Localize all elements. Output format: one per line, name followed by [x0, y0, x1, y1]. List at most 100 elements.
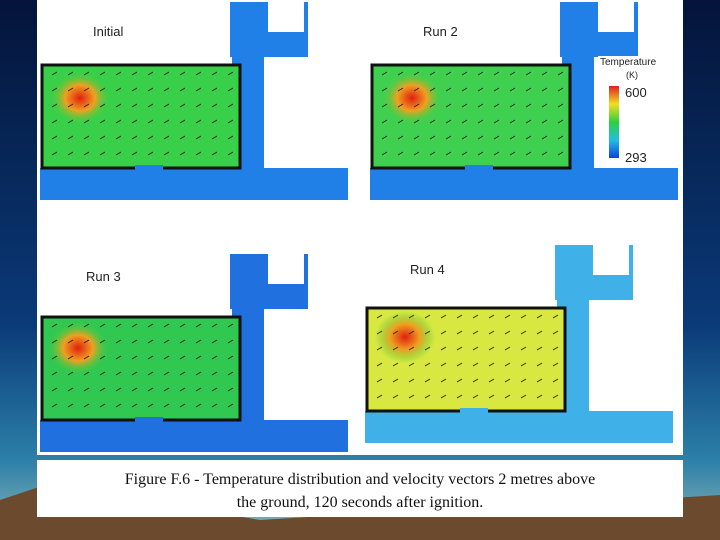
velocity-vector: [429, 151, 436, 156]
velocity-vector: [211, 71, 218, 76]
velocity-vector: [115, 339, 122, 344]
velocity-vector: [461, 151, 468, 156]
velocity-vector: [51, 403, 58, 408]
velocity-vector: [179, 151, 186, 156]
velocity-vector: [99, 135, 106, 140]
velocity-vector: [67, 151, 74, 156]
velocity-vector: [163, 103, 170, 108]
velocity-vector: [525, 87, 532, 92]
velocity-vector: [424, 330, 431, 335]
velocity-vector: [413, 119, 420, 124]
velocity-vector: [440, 314, 447, 319]
velocity-vector: [525, 135, 532, 140]
velocity-vector: [179, 135, 186, 140]
velocity-vector: [509, 71, 516, 76]
velocity-vector: [376, 346, 383, 351]
velocity-vector: [525, 119, 532, 124]
velocity-vector: [67, 135, 74, 140]
velocity-vector: [99, 339, 106, 344]
velocity-vector: [397, 103, 404, 108]
velocity-vector: [131, 355, 138, 360]
velocity-vector: [179, 87, 186, 92]
bottom-corridor: [365, 411, 673, 443]
velocity-vector: [115, 119, 122, 124]
velocity-vector: [440, 394, 447, 399]
velocity-vector: [227, 339, 234, 344]
velocity-vector: [83, 387, 90, 392]
velocity-vector: [488, 394, 495, 399]
velocity-vector: [51, 103, 58, 108]
velocity-vector: [408, 314, 415, 319]
velocity-vector: [424, 394, 431, 399]
bottom-corridor: [370, 168, 678, 200]
velocity-vector: [552, 394, 559, 399]
velocity-vector: [408, 378, 415, 383]
caption: the ground, 120 seconds after ignition.: [237, 494, 484, 511]
caption: Figure F.6 - Temperature distribution an…: [125, 471, 596, 488]
velocity-vector: [413, 151, 420, 156]
velocity-vector: [541, 119, 548, 124]
velocity-vector: [536, 362, 543, 367]
velocity-vector: [67, 323, 74, 328]
velocity-vector: [429, 103, 436, 108]
velocity-vector: [493, 119, 500, 124]
bottom-corridor: [40, 420, 348, 452]
velocity-vector: [520, 330, 527, 335]
velocity-vector: [509, 119, 516, 124]
velocity-vector: [445, 71, 452, 76]
velocity-vector: [179, 355, 186, 360]
velocity-vector: [179, 103, 186, 108]
velocity-vector: [163, 339, 170, 344]
velocity-vector: [445, 119, 452, 124]
velocity-vector: [520, 314, 527, 319]
velocity-vector: [99, 151, 106, 156]
velocity-vector: [493, 151, 500, 156]
velocity-vector: [536, 346, 543, 351]
velocity-vector: [67, 403, 74, 408]
velocity-vector: [456, 330, 463, 335]
velocity-vector: [541, 87, 548, 92]
velocity-vector: [445, 151, 452, 156]
velocity-vector: [552, 378, 559, 383]
velocity-vector: [472, 394, 479, 399]
velocity-vector: [541, 151, 548, 156]
velocity-vector: [179, 387, 186, 392]
velocity-vector: [424, 378, 431, 383]
floor-duct: [135, 165, 163, 200]
velocity-vector: [83, 135, 90, 140]
colorbar-unit: (K): [626, 70, 638, 80]
velocity-vector: [445, 103, 452, 108]
velocity-vector: [99, 323, 106, 328]
velocity-vector: [99, 119, 106, 124]
velocity-vector: [147, 87, 154, 92]
velocity-vector: [520, 362, 527, 367]
velocity-vector: [115, 135, 122, 140]
velocity-vector: [211, 135, 218, 140]
velocity-vector: [520, 394, 527, 399]
velocity-vector: [557, 87, 564, 92]
velocity-vector: [115, 371, 122, 376]
velocity-vector: [509, 103, 516, 108]
velocity-vector: [413, 71, 420, 76]
velocity-vector: [227, 403, 234, 408]
floor-duct: [460, 408, 488, 443]
velocity-vector: [147, 387, 154, 392]
velocity-vector: [83, 371, 90, 376]
top-box-hole: [598, 2, 634, 32]
velocity-vector: [488, 346, 495, 351]
velocity-vector: [83, 323, 90, 328]
velocity-vector: [392, 330, 399, 335]
velocity-vector: [477, 103, 484, 108]
velocity-vector: [541, 135, 548, 140]
velocity-vector: [509, 151, 516, 156]
velocity-vector: [115, 71, 122, 76]
velocity-vector: [147, 371, 154, 376]
velocity-vector: [456, 394, 463, 399]
velocity-vector: [179, 371, 186, 376]
velocity-vector: [504, 378, 511, 383]
velocity-vector: [381, 103, 388, 108]
velocity-vector: [488, 378, 495, 383]
velocity-vector: [392, 362, 399, 367]
velocity-vector: [115, 323, 122, 328]
velocity-vector: [115, 387, 122, 392]
